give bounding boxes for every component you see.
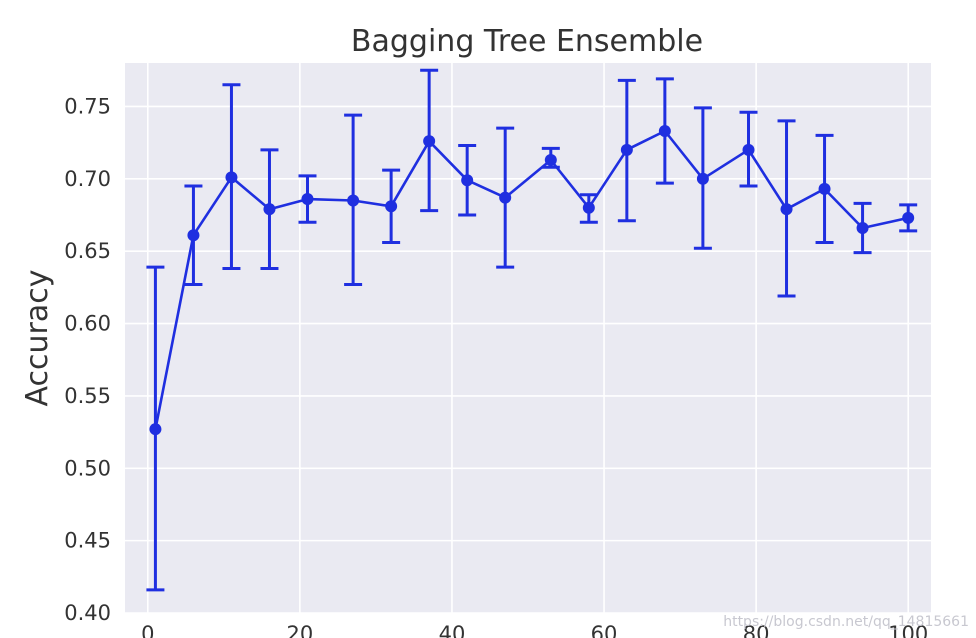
y-tick-label: 0.75 xyxy=(64,94,111,118)
data-point xyxy=(780,203,793,216)
data-point xyxy=(187,229,200,242)
grid xyxy=(125,63,931,614)
series-line xyxy=(154,129,909,430)
data-point xyxy=(301,193,314,206)
x-tick-label: 0 xyxy=(141,622,154,638)
data-point xyxy=(818,182,831,195)
data-point xyxy=(263,203,276,216)
data-point xyxy=(347,194,360,207)
plot-area xyxy=(125,63,931,613)
x-tick-labels: 0 20 40 60 80 100 xyxy=(141,622,928,638)
y-tick-label: 0.50 xyxy=(64,456,111,480)
data-point xyxy=(658,125,671,138)
x-tick-label: 40 xyxy=(439,622,466,638)
data-point xyxy=(582,201,595,214)
data-point xyxy=(149,423,162,436)
data-points xyxy=(149,125,915,436)
y-tick-label: 0.65 xyxy=(64,239,111,263)
y-tick-label: 0.55 xyxy=(64,384,111,408)
series-lines xyxy=(154,129,909,430)
data-point xyxy=(423,135,436,148)
x-tick-label: 20 xyxy=(287,622,314,638)
data-point xyxy=(620,143,633,156)
data-point xyxy=(461,174,474,187)
data-point xyxy=(225,171,238,184)
data-point xyxy=(544,153,557,166)
data-point xyxy=(742,143,755,156)
data-point xyxy=(902,211,915,224)
data-point xyxy=(696,172,709,185)
data-point xyxy=(499,191,512,204)
y-tick-label: 0.45 xyxy=(64,529,111,553)
y-axis-label: Accuracy xyxy=(20,270,55,407)
y-tick-label: 0.60 xyxy=(64,312,111,336)
data-point xyxy=(385,200,398,213)
y-tick-label: 0.40 xyxy=(64,601,111,625)
y-tick-labels: 0.40 0.45 0.50 0.55 0.60 0.65 0.70 0.75 xyxy=(64,94,111,625)
x-tick-label: 100 xyxy=(888,622,928,638)
x-tick-label: 60 xyxy=(591,622,618,638)
data-point xyxy=(856,222,869,234)
x-tick-label: 80 xyxy=(743,622,770,638)
watermark: https://blog.csdn.net/qq_14815661 xyxy=(723,614,969,630)
chart-title: Bagging Tree Ensemble xyxy=(351,24,703,59)
y-tick-label: 0.70 xyxy=(64,167,111,191)
